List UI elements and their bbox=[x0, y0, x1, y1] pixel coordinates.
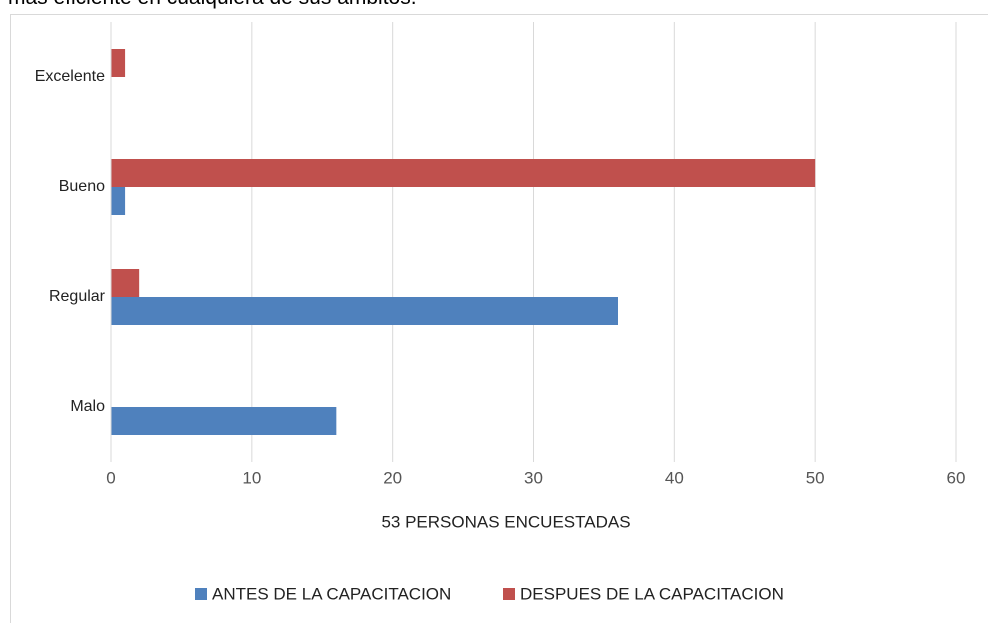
legend-label: ANTES DE LA CAPACITACION bbox=[212, 584, 451, 603]
x-tick-label: 40 bbox=[665, 468, 684, 487]
x-tick-label: 0 bbox=[106, 468, 115, 487]
x-tick-label: 20 bbox=[383, 468, 402, 487]
y-tick-label: Regular bbox=[49, 288, 106, 305]
bar bbox=[111, 159, 816, 187]
legend-swatch bbox=[503, 588, 515, 600]
y-tick-label: Bueno bbox=[59, 178, 105, 195]
bar bbox=[111, 269, 140, 297]
bar bbox=[111, 407, 337, 435]
y-tick-label: Excelente bbox=[35, 68, 105, 85]
x-tick-label: 10 bbox=[242, 468, 261, 487]
bar bbox=[111, 187, 126, 215]
caption: más eficiente en cualquiera de sus ámbit… bbox=[8, 0, 417, 9]
x-tick-label: 60 bbox=[947, 468, 966, 487]
y-tick-label: Malo bbox=[70, 398, 105, 415]
x-axis-title: 53 PERSONAS ENCUESTADAS bbox=[381, 512, 630, 531]
bar bbox=[111, 297, 618, 325]
bar bbox=[111, 49, 126, 77]
legend-swatch bbox=[195, 588, 207, 600]
x-tick-label: 50 bbox=[806, 468, 825, 487]
legend-label: DESPUES DE LA CAPACITACION bbox=[520, 584, 784, 603]
x-tick-label: 30 bbox=[524, 468, 543, 487]
